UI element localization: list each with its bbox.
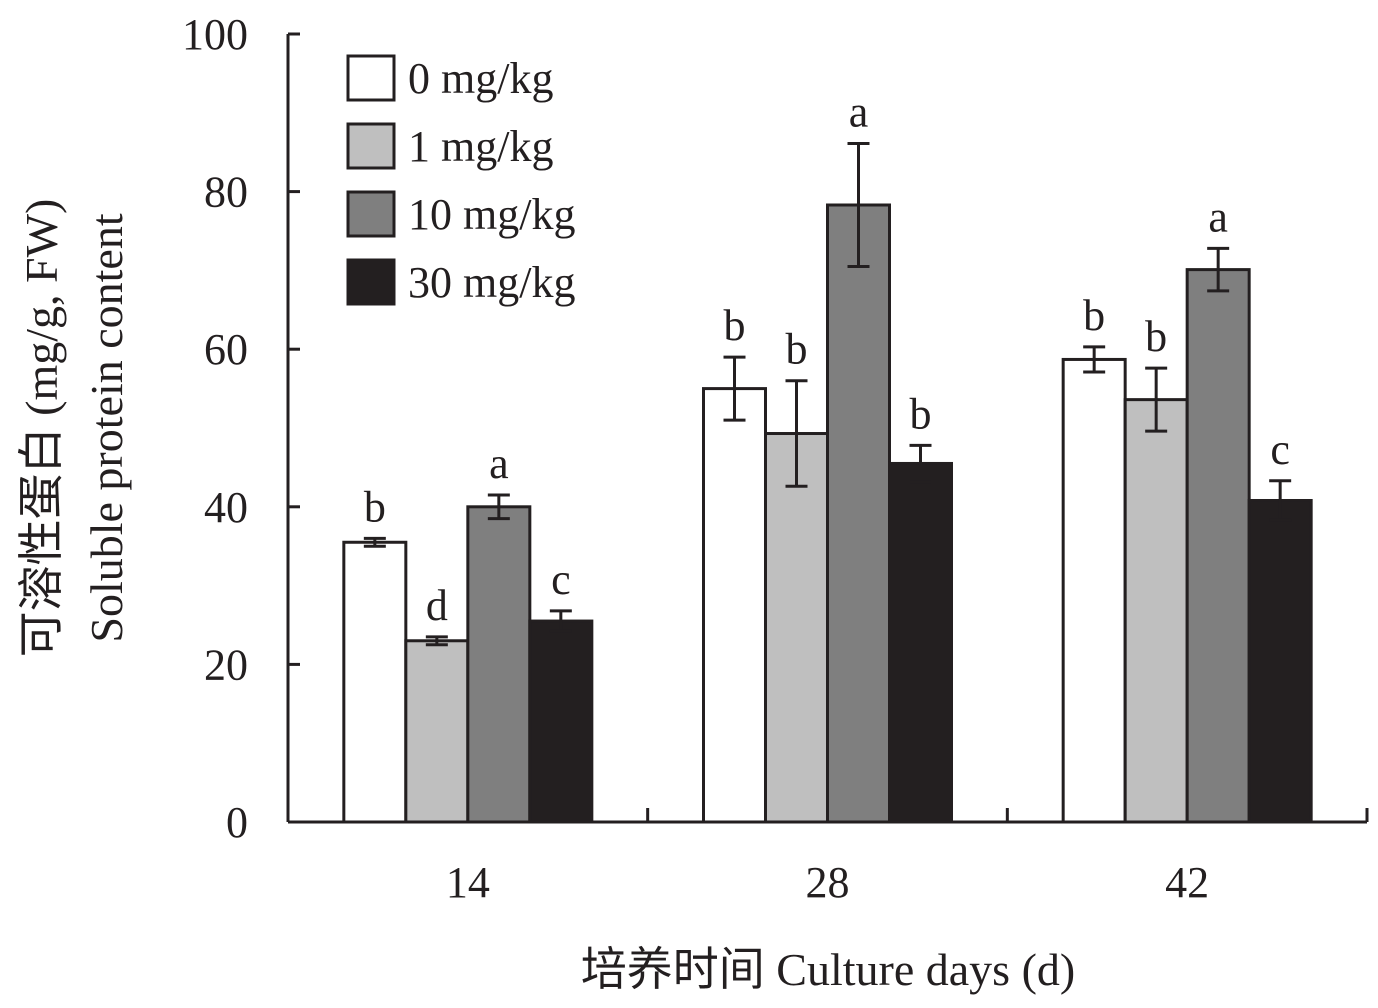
bar — [1123, 398, 1189, 824]
x-axis-title: 培养时间 Culture days (d) — [581, 944, 1075, 995]
legend-label: 0 mg/kg — [408, 54, 553, 103]
y-axis-title: 可溶性蛋白 (mg/g, FW) Soluble protein content — [16, 199, 132, 658]
y-tick-label: 60 — [204, 325, 248, 374]
bar — [888, 461, 953, 824]
significance-letter: c — [551, 555, 571, 604]
bar — [1185, 268, 1251, 824]
legend-swatch — [346, 190, 396, 238]
significance-letter: b — [910, 389, 932, 438]
significance-letter: b — [724, 301, 746, 350]
bar — [1061, 357, 1127, 824]
y-axis-title-line-1: 可溶性蛋白 (mg/g, FW) — [16, 199, 67, 658]
y-tick-label: 0 — [226, 798, 248, 847]
legend-label: 30 mg/kg — [408, 258, 575, 307]
axes-layer: 0 20 40 60 80 100 14 28 42 — [182, 10, 1369, 907]
bar — [764, 432, 829, 824]
x-tick-label: 28 — [806, 858, 850, 907]
significance-letter: d — [426, 581, 448, 630]
bar — [466, 505, 532, 824]
significance-letter: a — [849, 88, 869, 137]
bar — [342, 540, 408, 824]
significance-letter: b — [1145, 312, 1167, 361]
y-tick-label: 100 — [182, 10, 248, 59]
bar — [528, 619, 594, 824]
bar — [1247, 498, 1313, 824]
bar — [404, 639, 470, 824]
significance-letter: a — [489, 439, 509, 488]
significance-letter: b — [786, 325, 808, 374]
significance-letter: a — [1208, 192, 1228, 241]
legend-swatch — [346, 122, 396, 170]
x-tick-label: 14 — [446, 858, 490, 907]
x-tick-label: 42 — [1165, 858, 1209, 907]
y-tick-label: 40 — [204, 483, 248, 532]
legend: 0 mg/kg 1 mg/kg 10 mg/kg 30 mg/kg — [346, 54, 575, 307]
y-tick-label: 80 — [204, 168, 248, 217]
bar — [826, 203, 891, 824]
y-tick-label: 20 — [204, 640, 248, 689]
significance-letter: b — [1083, 291, 1105, 340]
legend-swatch — [346, 54, 396, 102]
y-axis-title-line-2: Soluble protein content — [81, 213, 132, 642]
bar — [702, 387, 767, 824]
significance-letter: b — [364, 482, 386, 531]
legend-label: 1 mg/kg — [408, 122, 553, 171]
legend-label: 10 mg/kg — [408, 190, 575, 239]
significance-letter: c — [1270, 425, 1290, 474]
legend-swatch — [346, 258, 396, 306]
